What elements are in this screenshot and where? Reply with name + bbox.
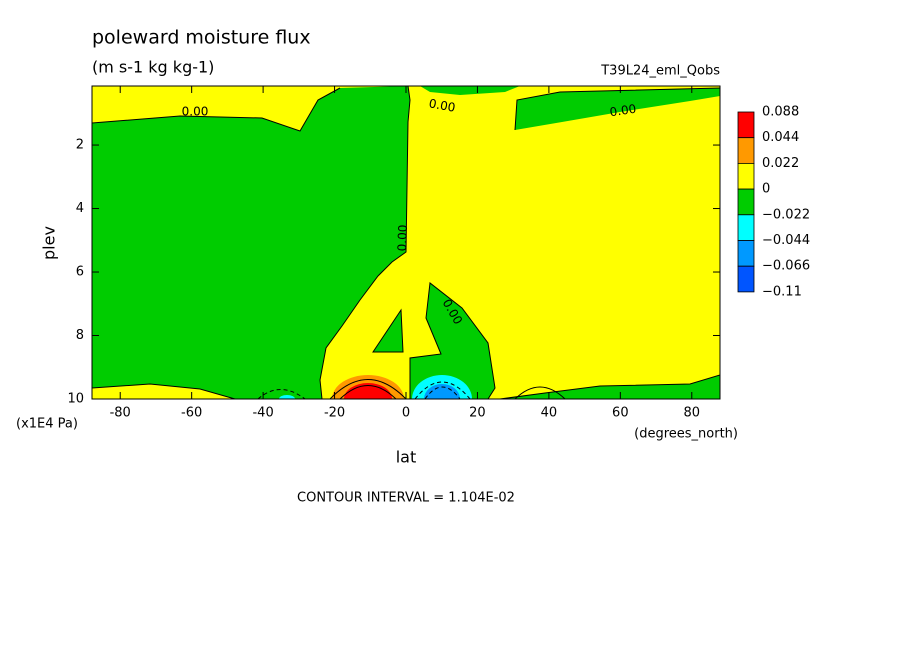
chart-title: poleward moisture flux [92, 27, 311, 49]
contour-label: 0.00 [182, 105, 209, 119]
x-tick-label: 0 [402, 406, 410, 421]
y-tick-label: 4 [76, 201, 84, 216]
x-tick-label: -40 [252, 406, 273, 421]
colorbar-label: 0 [762, 182, 770, 197]
contour-label: 0.00 [395, 224, 410, 251]
run-label: T39L24_eml_Qobs [600, 64, 720, 79]
contour-line [92, 383, 236, 399]
x-tick-label: -80 [110, 406, 131, 421]
y-units: (x1E4 Pa) [16, 417, 78, 432]
colorbar-swatch [737, 188, 755, 216]
colorbar-swatch [737, 162, 755, 190]
contour-line [339, 385, 397, 399]
contour-fill [410, 283, 495, 399]
contour-line [409, 282, 496, 399]
contour-fill [420, 86, 520, 95]
contour-line [414, 381, 471, 399]
colorbar-label: −0.044 [762, 233, 810, 248]
colorbar-swatch [737, 111, 755, 139]
contour-line [514, 87, 720, 131]
contour-line [319, 86, 411, 399]
x-tick-label: -20 [324, 406, 345, 421]
y-tick-label: 8 [76, 328, 84, 343]
colorbar-swatch [737, 265, 755, 293]
x-tick-label: 20 [469, 406, 486, 421]
y-tick-label: 10 [67, 392, 84, 407]
contour-line [92, 87, 341, 132]
contour-fill [424, 384, 460, 399]
colorbar-label: 0.022 [762, 156, 799, 171]
contour-fills [92, 86, 720, 399]
colorbar-label: −0.066 [762, 259, 810, 274]
x-axis-label: lat [396, 448, 417, 467]
y-axis-label: plev [40, 226, 59, 260]
colorbar-label: 0.088 [762, 105, 799, 120]
contour-line [372, 308, 404, 353]
chart-subtitle: (m s-1 kg kg-1) [92, 58, 214, 77]
colorbar-swatch [737, 240, 755, 267]
contour-line [499, 374, 720, 399]
colorbar-label: −0.022 [762, 207, 810, 222]
x-tick-label: 80 [684, 406, 701, 421]
contour-fill [344, 383, 392, 399]
contour-label: 0.00 [609, 102, 637, 120]
x-units: (degrees_north) [634, 427, 738, 442]
contour-fill [92, 86, 410, 399]
x-tick-label: 40 [541, 406, 558, 421]
contour-fill [500, 375, 720, 399]
contour-line [514, 386, 566, 399]
contour-fill [279, 395, 295, 399]
contour-fill [515, 88, 720, 130]
footnote: CONTOUR INTERVAL = 1.104E-02 [297, 491, 515, 506]
contour-line [424, 386, 461, 399]
contour-line [329, 379, 407, 399]
y-tick-label: 6 [76, 265, 84, 280]
y-tick-label: 2 [76, 138, 84, 153]
colorbar-label: −0.11 [762, 284, 802, 299]
colorbar-swatch [737, 137, 755, 164]
colorbar-swatch [737, 214, 755, 241]
colorbar-label: 0.044 [762, 130, 799, 145]
x-tick-label: -60 [181, 406, 202, 421]
contour-label: 0.00 [428, 96, 457, 114]
x-tick-label: 60 [612, 406, 629, 421]
